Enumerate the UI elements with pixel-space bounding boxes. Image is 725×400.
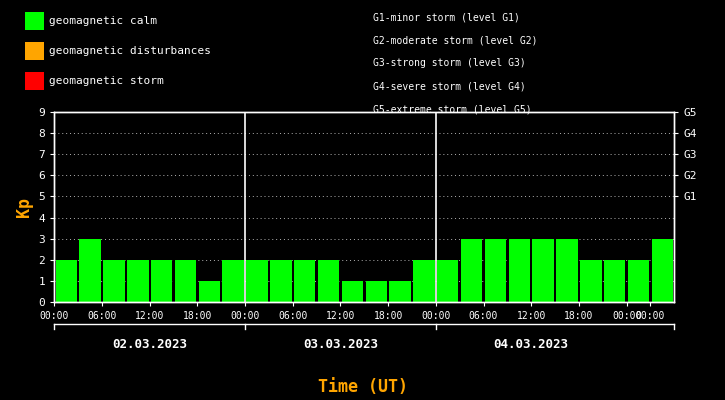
Text: geomagnetic calm: geomagnetic calm: [49, 16, 157, 26]
Bar: [175, 260, 196, 302]
Text: G5-extreme storm (level G5): G5-extreme storm (level G5): [373, 105, 532, 115]
Bar: [580, 260, 602, 302]
Bar: [628, 260, 649, 302]
Bar: [199, 281, 220, 302]
Text: G4-severe storm (level G4): G4-severe storm (level G4): [373, 82, 526, 92]
Text: 02.03.2023: 02.03.2023: [112, 338, 187, 351]
Bar: [151, 260, 173, 302]
Bar: [485, 239, 506, 302]
Text: G2-moderate storm (level G2): G2-moderate storm (level G2): [373, 35, 538, 45]
Y-axis label: Kp: Kp: [15, 197, 33, 217]
Bar: [652, 239, 673, 302]
Bar: [80, 239, 101, 302]
Bar: [341, 281, 363, 302]
Bar: [532, 239, 554, 302]
Bar: [413, 260, 435, 302]
Text: 04.03.2023: 04.03.2023: [494, 338, 568, 351]
Bar: [247, 260, 268, 302]
Bar: [103, 260, 125, 302]
Bar: [604, 260, 626, 302]
Text: geomagnetic disturbances: geomagnetic disturbances: [49, 46, 211, 56]
Text: G3-strong storm (level G3): G3-strong storm (level G3): [373, 58, 526, 68]
Bar: [318, 260, 339, 302]
Bar: [270, 260, 291, 302]
Text: geomagnetic storm: geomagnetic storm: [49, 76, 164, 86]
Bar: [389, 281, 411, 302]
Bar: [127, 260, 149, 302]
Bar: [461, 239, 482, 302]
Bar: [223, 260, 244, 302]
Bar: [508, 239, 530, 302]
Bar: [294, 260, 315, 302]
Bar: [437, 260, 458, 302]
Bar: [56, 260, 77, 302]
Bar: [556, 239, 578, 302]
Text: G1-minor storm (level G1): G1-minor storm (level G1): [373, 12, 521, 22]
Text: 03.03.2023: 03.03.2023: [303, 338, 378, 351]
Bar: [365, 281, 387, 302]
Text: Time (UT): Time (UT): [318, 378, 407, 396]
